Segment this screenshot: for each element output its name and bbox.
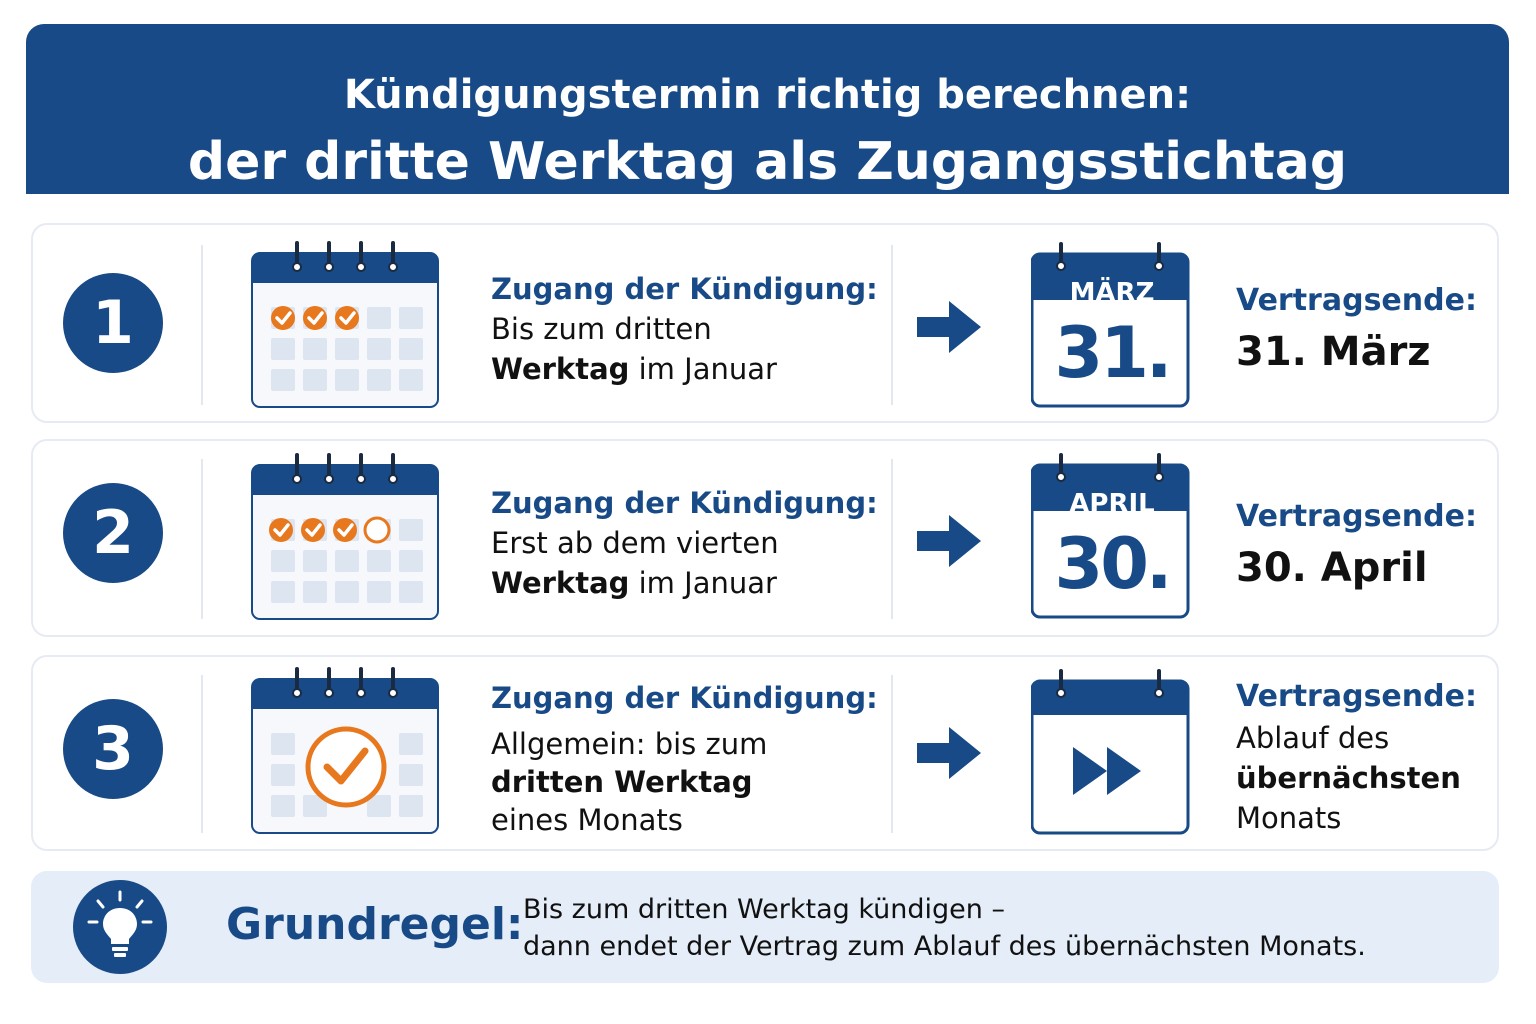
access-text: Zugang der Kündigung: Erst ab dem vierte… — [491, 483, 878, 603]
end-date-calendar: APRIL 30. — [1031, 451, 1193, 627]
divider — [891, 245, 893, 405]
access-line: Werktag im Januar — [491, 563, 878, 603]
access-line: Bis zum dritten — [491, 312, 712, 346]
basic-rule-panel: Grundregel: Bis zum dritten Werktag künd… — [31, 871, 1499, 983]
end-value: 30. April — [1236, 545, 1428, 591]
contract-end: Vertragsende: 30. April — [1236, 497, 1477, 595]
calendar-month: MÄRZ — [1069, 278, 1155, 308]
end-line: Ablauf des — [1236, 721, 1390, 755]
end-bold: übernächsten — [1236, 761, 1461, 795]
lightbulb-icon — [73, 880, 167, 974]
access-rest: im Januar — [629, 352, 777, 386]
divider — [201, 459, 203, 619]
end-heading: Vertragsende: — [1236, 679, 1477, 714]
access-bold: Werktag — [491, 352, 630, 386]
rule-line: Bis zum dritten Werktag kündigen – — [523, 894, 1005, 925]
access-bold: Werktag — [491, 566, 630, 600]
access-line: Allgemein: bis zum — [491, 727, 768, 761]
rule-title: Grundregel: — [226, 899, 524, 950]
end-heading: Vertragsende: — [1236, 499, 1477, 534]
calendar-month: APRIL — [1069, 489, 1155, 519]
calendar-icon — [251, 667, 439, 834]
fast-forward-icon — [1073, 747, 1141, 795]
step-number-badge: 3 — [63, 699, 163, 799]
step-number-badge: 2 — [63, 483, 163, 583]
access-text: Zugang der Kündigung: Bis zum dritten We… — [491, 269, 878, 389]
rule-body: Bis zum dritten Werktag kündigen – dann … — [523, 891, 1366, 965]
arrow-right-icon — [917, 515, 981, 567]
access-heading: Zugang der Kündigung: — [491, 486, 878, 520]
rule-row-1: 1 Zugang der Kündigung: Bis zum dritten … — [31, 223, 1499, 423]
divider — [201, 675, 203, 833]
rule-line: dann endet der Vertrag zum Ablauf des üb… — [523, 931, 1366, 962]
end-value: 31. März — [1236, 329, 1431, 375]
access-line: eines Monats — [491, 803, 683, 837]
calendar-day: 31. — [1054, 312, 1172, 394]
calendar-icon — [251, 241, 439, 408]
access-heading: Zugang der Kündigung: — [491, 272, 878, 306]
end-date-calendar: MÄRZ 31. — [1031, 240, 1193, 416]
access-line: Erst ab dem vierten — [491, 526, 779, 560]
end-line: Monats — [1236, 801, 1342, 835]
access-text: Zugang der Kündigung: Allgemein: bis zum… — [491, 679, 878, 839]
divider — [201, 245, 203, 405]
step-number-badge: 1 — [63, 273, 163, 373]
divider — [891, 459, 893, 619]
calendar-day: 30. — [1054, 523, 1172, 605]
calendar-icon — [251, 453, 439, 620]
divider — [891, 675, 893, 833]
contract-end: Vertragsende: 31. März — [1236, 281, 1477, 379]
access-line: Werktag im Januar — [491, 349, 878, 389]
access-bold: dritten Werktag — [491, 765, 753, 799]
title-line-1: Kündigungstermin richtig berechnen: — [343, 72, 1192, 118]
title-banner: Kündigungstermin richtig berechnen: der … — [26, 24, 1509, 194]
rule-row-3: 3 Zugang der Kündigung: Allgemein: bis z… — [31, 655, 1499, 851]
fast-forward-calendar — [1031, 669, 1190, 835]
access-rest: im Januar — [629, 566, 777, 600]
end-heading: Vertragsende: — [1236, 283, 1477, 318]
access-heading: Zugang der Kündigung: — [491, 681, 878, 715]
arrow-right-icon — [917, 727, 981, 779]
arrow-right-icon — [917, 301, 981, 353]
title-line-2: der dritte Werktag als Zugangsstichtag — [187, 132, 1348, 192]
contract-end: Vertragsende: Ablauf des übernächsten Mo… — [1236, 677, 1477, 837]
rule-row-2: 2 Zugang der Kündigung: Erst ab dem vier… — [31, 439, 1499, 637]
